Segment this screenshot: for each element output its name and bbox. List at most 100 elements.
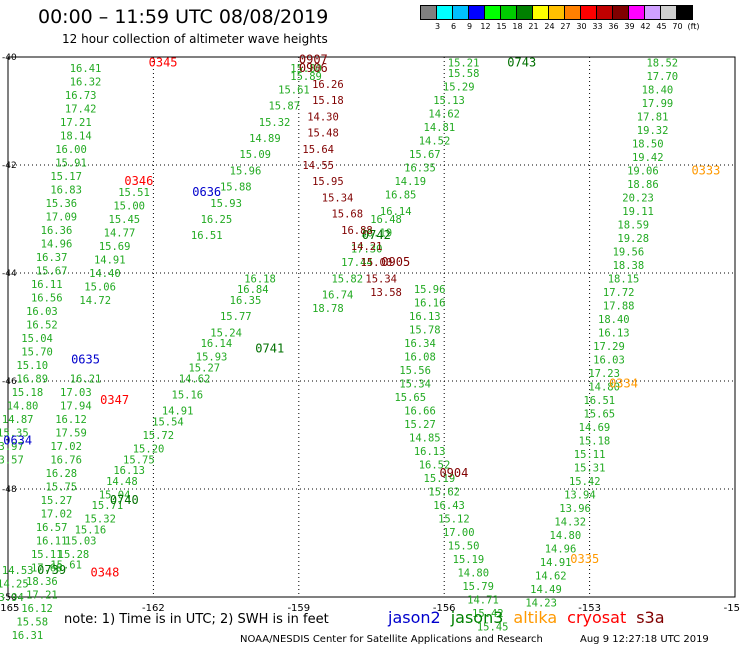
swh-value-label: 14.80	[7, 400, 39, 412]
pass-time-label: 0346	[124, 174, 153, 188]
swh-value-label: 15.42	[472, 608, 504, 620]
colorbar-label: 39	[624, 22, 635, 31]
swh-value-label: 15.91	[55, 157, 87, 169]
swh-value-label: 14.96	[41, 238, 73, 250]
legend-entry-altika: altika	[513, 608, 558, 627]
pass-time-label: 0347	[100, 393, 129, 407]
swh-value-label: 15.29	[443, 82, 475, 94]
swh-value-label: 15.19	[424, 473, 456, 485]
swh-value-label: 14.25	[0, 579, 29, 591]
swh-value-label: 14.19	[394, 176, 426, 188]
swh-value-label: 14.52	[419, 136, 451, 148]
colorbar-label: 15	[496, 22, 507, 31]
swh-value-label: 20.23	[622, 192, 654, 204]
swh-value-label: 15.50	[448, 541, 480, 553]
swh-value-label: 19.28	[617, 233, 649, 245]
swh-value-label: 15.34	[365, 273, 397, 285]
swh-value-label: 16.11	[31, 279, 63, 291]
swh-value-label: 15.69	[99, 241, 131, 253]
y-tick-label: -44	[2, 269, 17, 279]
swh-value-label: 15.93	[196, 352, 228, 364]
swh-value-label: 16.51	[583, 395, 615, 407]
colorbar-label: 33	[592, 22, 603, 31]
swh-value-label: 15.18	[579, 435, 611, 447]
swh-value-label: 18.40	[598, 314, 630, 326]
swh-value-label: 16.03	[26, 306, 58, 318]
swh-value-label: 16.13	[598, 327, 630, 339]
swh-value-label: 15.64	[302, 144, 334, 156]
swh-value-label: 16.76	[50, 454, 82, 466]
swh-value-label: 17.68	[31, 562, 63, 574]
swh-value-label: 14.49	[530, 584, 562, 596]
swh-value-label: 15.87	[268, 101, 300, 113]
swh-value-label: 16.12	[21, 603, 53, 615]
swh-value-label: 17.42	[65, 103, 97, 115]
swh-value-label: 16.13	[113, 465, 145, 477]
swh-value-label: 13.57	[0, 454, 24, 466]
x-tick-label: -165	[0, 603, 19, 614]
swh-value-label: 17.99	[642, 98, 674, 110]
swh-value-label: 15.71	[92, 500, 124, 512]
swh-value-label: 18.36	[26, 576, 58, 588]
swh-value-label: 15.10	[16, 360, 48, 372]
swh-value-label: 14.91	[162, 406, 194, 418]
swh-value-label: 15.12	[438, 514, 470, 526]
swh-value-label: 15.27	[41, 495, 73, 507]
swh-value-label: 15.17	[50, 171, 82, 183]
swh-value-label: 14.77	[104, 228, 136, 240]
colorbar-labels: 3 6 9 12 15 18 21 24 27 30 33 36 39 42 45 70 (ft)	[421, 22, 731, 34]
swh-value-label: 16.00	[55, 144, 87, 156]
y-tick-label: -46	[2, 377, 17, 387]
swh-value-label: 15.67	[36, 265, 68, 277]
swh-value-label: 18.14	[60, 130, 92, 142]
swh-value-label: 15.16	[172, 390, 204, 402]
colorbar-label: 45	[656, 22, 667, 31]
colorbar-label: 21	[528, 22, 539, 31]
swh-value-label: 17.88	[603, 300, 635, 312]
swh-value-label: 16.37	[36, 252, 68, 264]
swh-value-label: 15.11	[31, 549, 63, 561]
swh-value-label: 13.96	[559, 503, 591, 515]
satellite-legend: jason2 jason3 altika cryosat s3a	[388, 608, 675, 627]
swh-value-label: 16.88	[341, 225, 373, 237]
swh-value-label: 18.40	[642, 84, 674, 96]
swh-value-label: 15.56	[399, 365, 431, 377]
swh-value-label: 16.25	[201, 214, 233, 226]
swh-value-label: 16.11	[36, 535, 68, 547]
colorbar-label: 70	[672, 22, 683, 31]
x-tick-label: -150	[724, 603, 740, 614]
swh-value-label: 16.89	[16, 373, 48, 385]
swh-value-label: 15.58	[16, 616, 48, 628]
pass-time-label: 0905	[381, 255, 410, 269]
swh-value-label: 15.65	[394, 392, 426, 404]
swh-value-label: 15.34	[322, 192, 354, 204]
swh-value-label: 16.14	[380, 206, 412, 218]
swh-value-label: 16.52	[419, 460, 451, 472]
pass-time-label: 0348	[90, 566, 119, 580]
swh-value-label: 18.86	[627, 179, 659, 191]
swh-value-label: 15.27	[188, 363, 220, 375]
pass-time-label: 0333	[691, 163, 720, 177]
legend-entry-jason2: jason2	[388, 608, 441, 627]
swh-value-label: 16.43	[433, 500, 465, 512]
swh-value-label: 15.35	[0, 427, 29, 439]
swh-value-label: 15.45	[477, 622, 509, 634]
swh-value-label: 16.83	[50, 184, 82, 196]
swh-value-label: 16.19	[361, 228, 393, 240]
swh-value-label: 16.73	[65, 90, 97, 102]
x-tick-label: -162	[142, 603, 165, 614]
swh-value-label: 19.56	[613, 246, 645, 258]
swh-value-label: 15.31	[574, 462, 606, 474]
swh-value-label: 15.24	[210, 327, 242, 339]
swh-value-label: 16.52	[26, 319, 58, 331]
swh-value-label: 14.23	[525, 597, 557, 609]
swh-value-label: 16.26	[312, 79, 344, 91]
swh-value-label: 15.80	[290, 63, 322, 75]
swh-value-label: 16.74	[322, 290, 354, 302]
swh-value-label: 16.41	[70, 63, 102, 75]
swh-value-label: 14.48	[106, 476, 138, 488]
swh-value-label: 15.45	[109, 214, 141, 226]
swh-value-label: 14.81	[424, 122, 456, 134]
pass-time-label: 0741	[255, 342, 284, 356]
